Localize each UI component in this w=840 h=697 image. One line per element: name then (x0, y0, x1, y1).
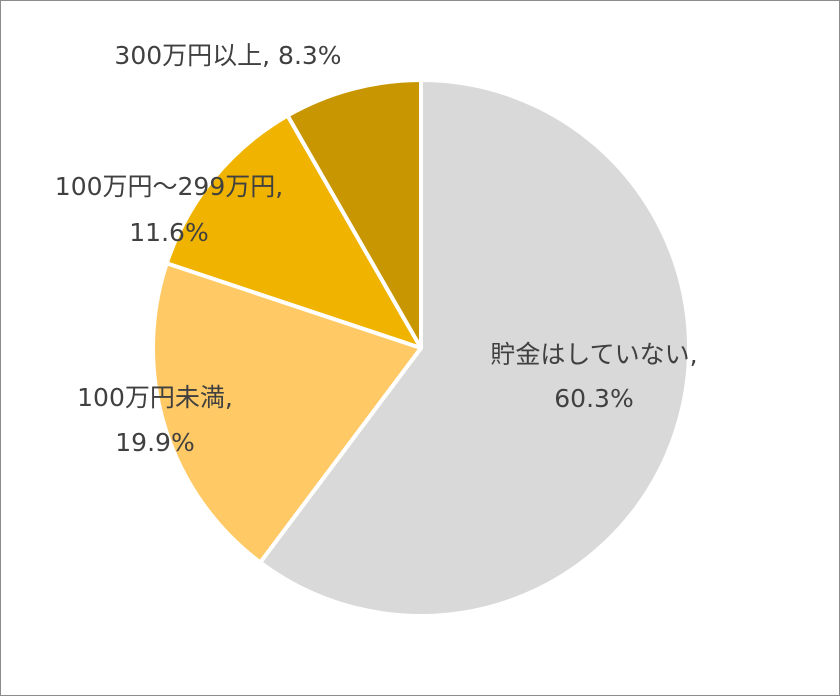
slice-value-1m-to-2-99m: 11.6% (129, 218, 208, 247)
slice-value-no-savings: 60.3% (554, 384, 633, 413)
pie-slice-1m-to-2-99m (164, 113, 423, 350)
slice-label-3m-plus: 300万円以上, 8.3% (114, 41, 341, 70)
pie-slice-no-savings (258, 78, 691, 618)
slice-label-under-1m: 100万円未満, (77, 383, 233, 412)
slice-value-under-1m: 19.9% (115, 428, 194, 457)
pie-slices (151, 78, 691, 618)
slice-label-1m-to-2-99m: 100万円～299万円, (55, 172, 283, 201)
pie-slice-under-1m (151, 261, 423, 565)
pie-slice-3m-plus (285, 78, 423, 350)
slice-label-no-savings: 貯金はしていない, (490, 340, 697, 369)
